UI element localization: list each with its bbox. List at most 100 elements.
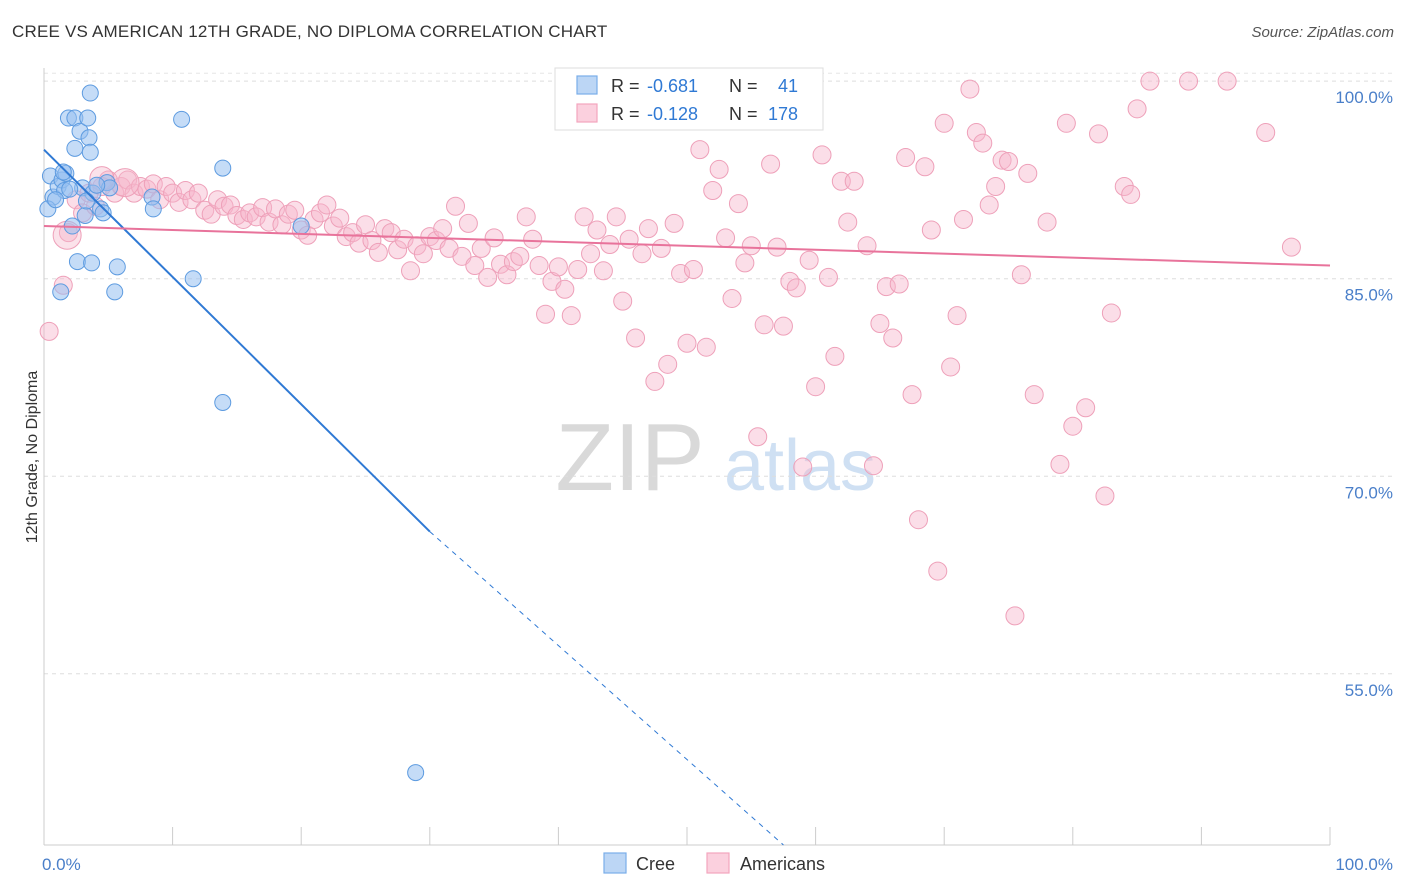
- americans-point: [889, 274, 909, 294]
- cree-point: [184, 270, 202, 288]
- americans-point: [613, 291, 633, 311]
- americans-point: [568, 259, 588, 279]
- americans-point: [728, 194, 748, 214]
- americans-point: [651, 238, 671, 258]
- americans-legend-swatch: [576, 103, 598, 123]
- americans-point: [979, 195, 999, 215]
- americans-point: [812, 145, 832, 165]
- americans-point: [1127, 99, 1147, 119]
- bottom-legend-cree-label: Cree: [636, 854, 675, 874]
- americans-point: [696, 337, 716, 357]
- y-axis-label: 12th Grade, No Diploma: [24, 371, 41, 544]
- cree-trend-extension: [429, 531, 784, 846]
- americans-point: [581, 244, 601, 264]
- americans-point: [1056, 113, 1076, 133]
- americans-point: [478, 267, 498, 287]
- y-tick-label: 85.0%: [1345, 286, 1393, 305]
- americans-point: [285, 200, 305, 220]
- americans-n-label: N =: [729, 104, 758, 124]
- cree-point: [66, 139, 84, 157]
- americans-point: [838, 212, 858, 232]
- americans-point: [1095, 486, 1115, 506]
- bottom-legend-americans-label: Americans: [740, 854, 825, 874]
- americans-point: [593, 261, 613, 281]
- cree-n-label: N =: [729, 76, 758, 96]
- chart-title: CREE VS AMERICAN 12TH GRADE, NO DIPLOMA …: [12, 22, 608, 41]
- americans-point: [39, 321, 59, 341]
- americans-point: [401, 261, 421, 281]
- americans-point: [645, 371, 665, 391]
- x-tick-label-max: 100.0%: [1335, 855, 1393, 874]
- americans-point: [806, 377, 826, 397]
- cree-point: [81, 84, 99, 102]
- americans-point: [658, 354, 678, 374]
- americans-point: [870, 313, 890, 333]
- trend-lines: [43, 148, 1331, 846]
- americans-point: [844, 171, 864, 191]
- bottom-legend-americans-swatch: [706, 852, 730, 874]
- americans-point: [825, 346, 845, 366]
- cree-point: [173, 110, 191, 128]
- americans-point: [1281, 237, 1301, 257]
- cree-trend-line: [43, 148, 431, 533]
- americans-point: [735, 253, 755, 273]
- americans-point: [716, 228, 736, 248]
- americans-point: [947, 306, 967, 326]
- americans-point: [741, 236, 761, 256]
- americans-point: [1037, 212, 1057, 232]
- americans-point: [683, 259, 703, 279]
- cree-point: [106, 283, 124, 301]
- americans-point: [986, 177, 1006, 197]
- americans-point: [1024, 385, 1044, 405]
- americans-point: [1011, 265, 1031, 285]
- y-tick-label: 55.0%: [1345, 681, 1393, 700]
- americans-point: [574, 207, 594, 227]
- y-tick-labels: 100.0% 85.0% 70.0% 55.0%: [1335, 88, 1393, 700]
- cree-point: [76, 206, 94, 224]
- americans-point: [863, 456, 883, 476]
- americans-point: [1114, 177, 1134, 197]
- americans-point: [709, 159, 729, 179]
- americans-point: [664, 213, 684, 233]
- americans-point: [1005, 606, 1025, 626]
- americans-point: [446, 196, 466, 216]
- cree-point: [292, 217, 310, 235]
- cree-point: [61, 180, 79, 198]
- cree-point: [54, 163, 72, 181]
- americans-point: [966, 123, 986, 143]
- cree-point: [214, 159, 232, 177]
- americans-point: [433, 219, 453, 239]
- americans-point: [999, 152, 1018, 172]
- americans-point: [953, 209, 973, 229]
- americans-point: [452, 246, 472, 266]
- americans-point: [941, 357, 961, 377]
- americans-point: [1076, 398, 1096, 418]
- americans-point: [388, 240, 408, 260]
- cree-r-value: -0.681: [647, 76, 698, 96]
- americans-point: [799, 250, 819, 270]
- americans-point: [754, 315, 774, 335]
- stats-legend: R = -0.681 N = 41 R = -0.128 N = 178: [554, 67, 824, 131]
- americans-point: [1140, 71, 1160, 91]
- x-ticks: [43, 827, 1331, 845]
- americans-point: [786, 278, 806, 298]
- cree-point: [47, 191, 65, 209]
- americans-point: [1018, 163, 1038, 183]
- americans-point: [773, 316, 793, 336]
- americans-point: [793, 457, 813, 477]
- americans-point: [1101, 303, 1121, 323]
- americans-point: [484, 228, 504, 248]
- cree-point: [88, 176, 106, 194]
- americans-point: [188, 183, 208, 203]
- americans-point: [722, 288, 742, 308]
- americans-point: [220, 195, 240, 215]
- americans-point: [934, 113, 954, 133]
- americans-point: [1256, 123, 1276, 143]
- americans-point: [677, 333, 697, 353]
- watermark-zip: ZIP: [555, 404, 704, 511]
- cree-point: [52, 283, 70, 301]
- americans-point: [523, 229, 543, 249]
- americans-point: [561, 306, 581, 326]
- americans-point: [503, 252, 523, 272]
- americans-point: [1217, 71, 1237, 91]
